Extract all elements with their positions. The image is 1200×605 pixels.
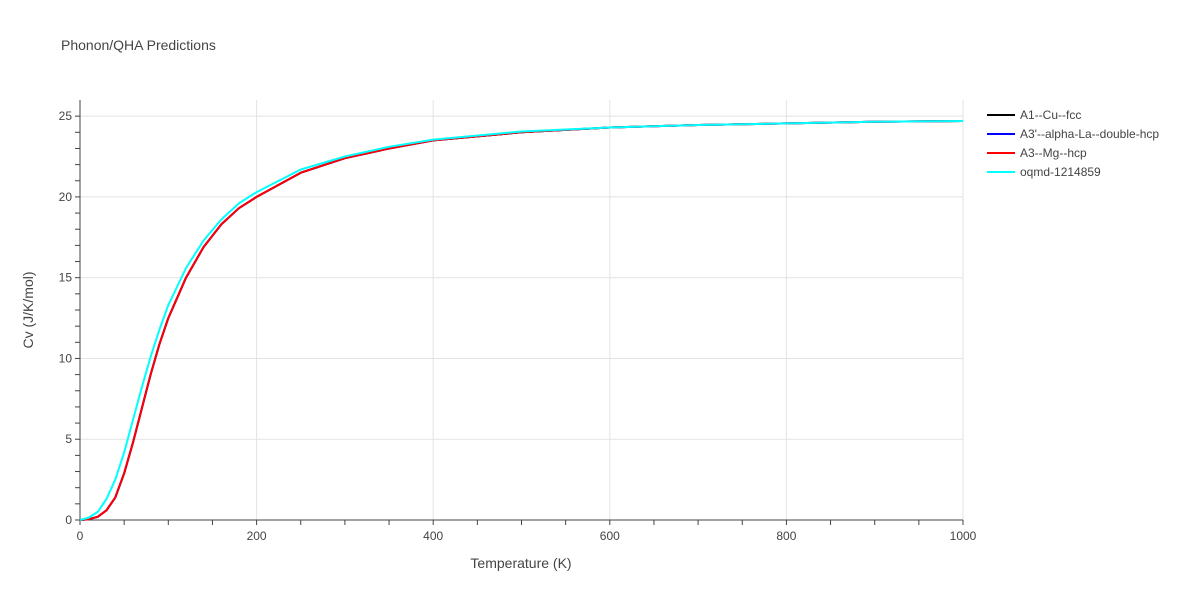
x-tick-label: 200 [247,529,267,543]
legend-label: oqmd-1214859 [1020,165,1101,179]
x-tick-label: 400 [423,529,443,543]
legend-label: A1--Cu--fcc [1020,108,1081,122]
legend-item[interactable]: A1--Cu--fcc [987,108,1081,122]
legend-item[interactable]: A3'--alpha-La--double-hcp [987,127,1159,141]
y-tick-label: 10 [59,351,73,365]
y-tick-label: 0 [65,513,72,527]
series-line-1 [79,120,964,521]
legend-item[interactable]: oqmd-1214859 [987,165,1101,179]
series-line-0 [79,120,964,521]
x-tick-label: 800 [776,529,796,543]
legend[interactable]: A1--Cu--fcc A3'--alpha-La--double-hcp A3--… [987,108,1159,179]
tick-labels: 0 200 400 600 800 1000 0 5 10 15 20 25 [59,109,977,543]
y-tick-label: 20 [59,190,73,204]
chart-title: Phonon/QHA Predictions [61,37,216,53]
axes [75,100,964,525]
series-line-3 [79,120,964,521]
x-tick-label: 0 [77,529,84,543]
legend-item[interactable]: A3--Mg--hcp [987,146,1087,160]
x-tick-label: 600 [600,529,620,543]
legend-label: A3'--alpha-La--double-hcp [1020,127,1159,141]
y-tick-label: 5 [65,432,72,446]
y-axis-label: Cv (J/K/mol) [20,272,36,349]
grid [79,100,964,521]
series-lines [79,120,964,521]
x-axis-label: Temperature (K) [470,555,571,571]
series-line-2 [79,120,964,521]
x-tick-label: 1000 [950,529,977,543]
y-tick-label: 15 [59,271,73,285]
legend-label: A3--Mg--hcp [1020,146,1087,160]
y-tick-label: 25 [59,109,73,123]
